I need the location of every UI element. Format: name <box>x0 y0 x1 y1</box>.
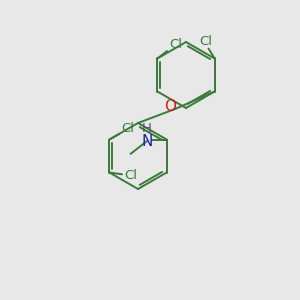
Text: N: N <box>141 134 153 148</box>
Text: H: H <box>142 122 152 135</box>
Text: Cl: Cl <box>122 122 134 135</box>
Text: Cl: Cl <box>199 35 212 49</box>
Text: O: O <box>164 99 176 114</box>
Text: Cl: Cl <box>169 38 182 52</box>
Text: Cl: Cl <box>124 169 137 182</box>
